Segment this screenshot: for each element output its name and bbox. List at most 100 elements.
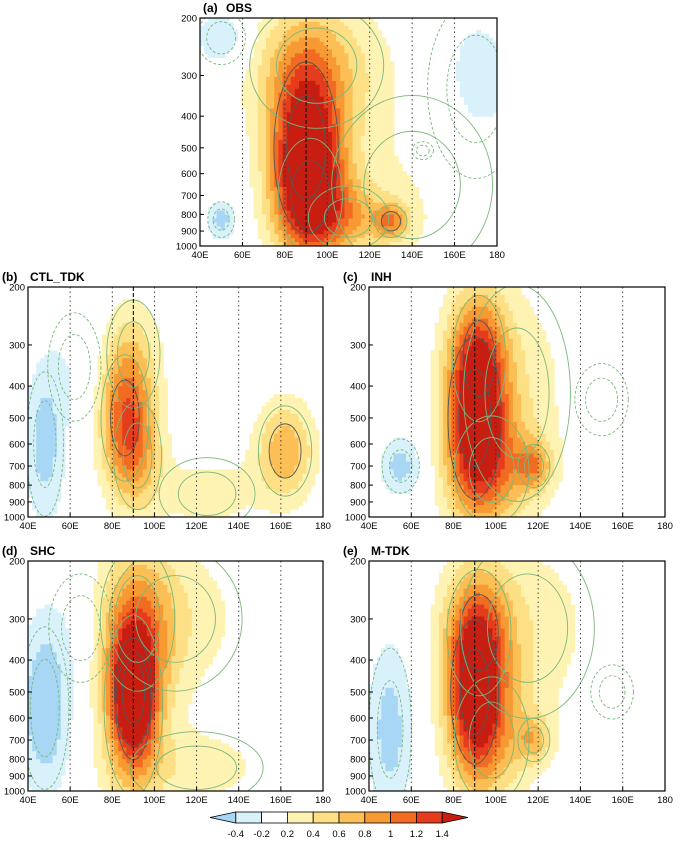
- field-cell: [146, 402, 152, 407]
- x-axis-ticks: 40E 60E 80E 100E 120E 140E 160E 180: [192, 242, 505, 261]
- field-cell: [344, 226, 350, 231]
- field-cell: [150, 473, 156, 478]
- y-tick-label: 800: [9, 481, 25, 492]
- field-cell: [208, 505, 213, 510]
- field-cell: [348, 175, 354, 180]
- field-cell: [60, 473, 66, 478]
- field-cell: [274, 104, 279, 110]
- field-cell: [430, 358, 436, 363]
- field-cell: [464, 45, 469, 51]
- field-cell: [286, 124, 292, 129]
- field-cell: [109, 441, 115, 447]
- field-cell: [150, 358, 156, 363]
- negative-contour: [200, 18, 246, 66]
- field-cell: [126, 429, 132, 435]
- field-cell: [138, 366, 144, 371]
- field-cell: [360, 171, 366, 176]
- field-cell: [414, 206, 420, 212]
- field-cell: [299, 234, 304, 239]
- field-cell: [459, 362, 465, 367]
- field-cell: [319, 167, 325, 172]
- field-cell: [352, 202, 358, 208]
- field-cell: [443, 302, 448, 308]
- field-cell: [245, 132, 251, 137]
- field-cell: [340, 242, 345, 246]
- field-cell: [118, 453, 123, 459]
- field-cell: [517, 370, 522, 375]
- field-cell: [500, 358, 506, 363]
- field-cell: [344, 230, 350, 235]
- field-cell: [40, 382, 45, 387]
- field-cell: [32, 413, 37, 419]
- field-cell: [302, 457, 308, 463]
- field-cell: [118, 318, 123, 324]
- field-cell: [253, 167, 259, 172]
- field-cell: [315, 222, 321, 227]
- field-cell: [44, 409, 50, 415]
- field-cell: [266, 57, 271, 62]
- field-cell: [365, 190, 370, 196]
- field-cell: [274, 147, 279, 153]
- field-cell: [273, 505, 279, 510]
- field-cell: [36, 405, 41, 411]
- field-cell: [97, 453, 103, 459]
- field-cell: [142, 306, 148, 312]
- field-cell: [277, 429, 283, 435]
- field-cell: [208, 481, 213, 486]
- field-cell: [155, 445, 160, 451]
- field-cell: [377, 33, 383, 39]
- field-cell: [294, 139, 300, 145]
- field-cell: [319, 202, 325, 208]
- field-cell: [204, 489, 209, 494]
- field-cell: [40, 485, 45, 490]
- field-cell: [52, 433, 58, 439]
- field-cell: [517, 326, 522, 332]
- field-cell: [496, 318, 502, 324]
- field-cell: [269, 477, 275, 482]
- field-cell: [150, 382, 156, 387]
- field-cell: [265, 429, 271, 435]
- field-cell: [323, 116, 329, 121]
- field-cell: [163, 386, 168, 391]
- field-cell: [492, 287, 498, 292]
- field-cell: [504, 287, 510, 292]
- field-cell: [142, 477, 148, 482]
- field-cell: [294, 69, 300, 74]
- field-cell: [336, 214, 341, 220]
- field-cell: [155, 493, 160, 498]
- field-cell: [270, 69, 275, 74]
- field-cell: [468, 73, 473, 78]
- field-cell: [377, 69, 383, 74]
- field-cell: [130, 465, 136, 471]
- field-cell: [290, 135, 296, 141]
- field-cell: [323, 242, 329, 246]
- field-cell: [122, 417, 127, 423]
- field-cell: [517, 374, 522, 379]
- field-cell: [114, 358, 119, 363]
- field-cell: [146, 489, 152, 494]
- field-cell: [208, 33, 213, 39]
- field-cell: [533, 354, 539, 359]
- field-cell: [480, 358, 485, 363]
- field-cell: [290, 18, 296, 23]
- field-cell: [216, 485, 222, 490]
- field-cell: [270, 41, 275, 47]
- field-cell: [261, 179, 267, 184]
- field-cell: [282, 139, 288, 145]
- field-cell: [122, 382, 127, 387]
- field-cell: [406, 234, 411, 239]
- y-tick-label: 400: [9, 382, 25, 393]
- field-cell: [488, 76, 494, 82]
- field-cell: [299, 25, 304, 31]
- field-cell: [274, 143, 279, 149]
- field-cell: [93, 394, 99, 399]
- field-cell: [44, 473, 50, 478]
- field-cell: [492, 370, 498, 375]
- field-cell: [253, 198, 259, 204]
- positive-contour: [110, 379, 140, 457]
- field-cell: [496, 298, 502, 304]
- field-cell: [286, 449, 291, 455]
- field-cell: [118, 338, 123, 344]
- field-cell: [315, 18, 321, 23]
- field-cell: [286, 108, 292, 113]
